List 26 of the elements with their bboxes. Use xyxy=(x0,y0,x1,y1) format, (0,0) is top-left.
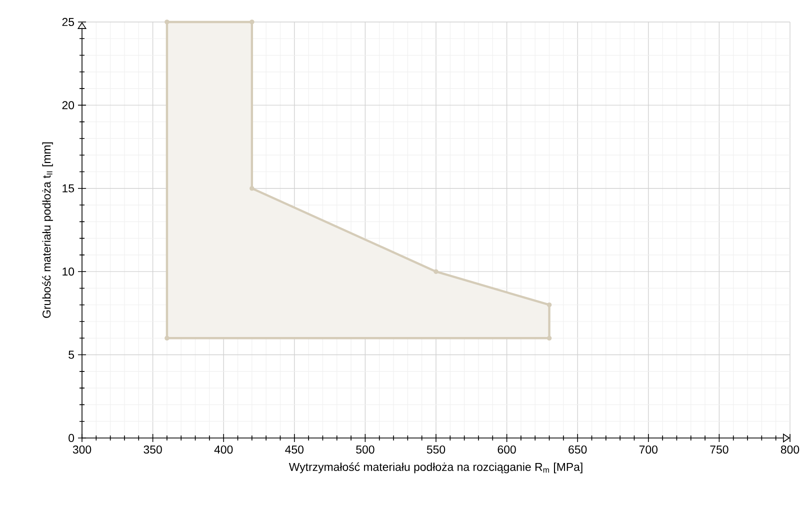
x-tick-label: 300 xyxy=(72,445,92,454)
y-tick-label: 20 xyxy=(62,101,74,110)
point xyxy=(250,20,254,24)
y-tick-label: 0 xyxy=(68,434,74,442)
x-tick-label: 350 xyxy=(144,445,162,454)
y-tick-label: 15 xyxy=(62,184,74,192)
point xyxy=(164,20,170,24)
x-tick-label: 700 xyxy=(639,445,658,454)
x-tick-label: 800 xyxy=(780,445,800,454)
y-tick-label: 5 xyxy=(68,350,74,359)
x-tick-label: 500 xyxy=(356,445,374,454)
point xyxy=(546,336,552,341)
x-tick-label: 600 xyxy=(498,445,516,454)
x-tick-label: 750 xyxy=(710,445,728,454)
x-tick-label: 550 xyxy=(426,445,446,454)
x-axis-title: Wytrzymałość materiału podłoża na rozciąganie R$_{m}$ [MPa] xyxy=(288,462,582,474)
x-tick-label: 450 xyxy=(285,445,304,454)
point xyxy=(164,336,170,341)
x-tick-label: 400 xyxy=(214,445,233,454)
y-tick-label: 10 xyxy=(62,268,74,276)
point xyxy=(250,186,254,191)
point xyxy=(546,302,552,308)
x-tick-label: 650 xyxy=(568,445,587,454)
point xyxy=(434,269,438,274)
y-tick-label: 25 xyxy=(62,18,74,26)
y-axis-title: Grubość materiału podłoża t$_{II}$ [mm] xyxy=(42,142,53,318)
